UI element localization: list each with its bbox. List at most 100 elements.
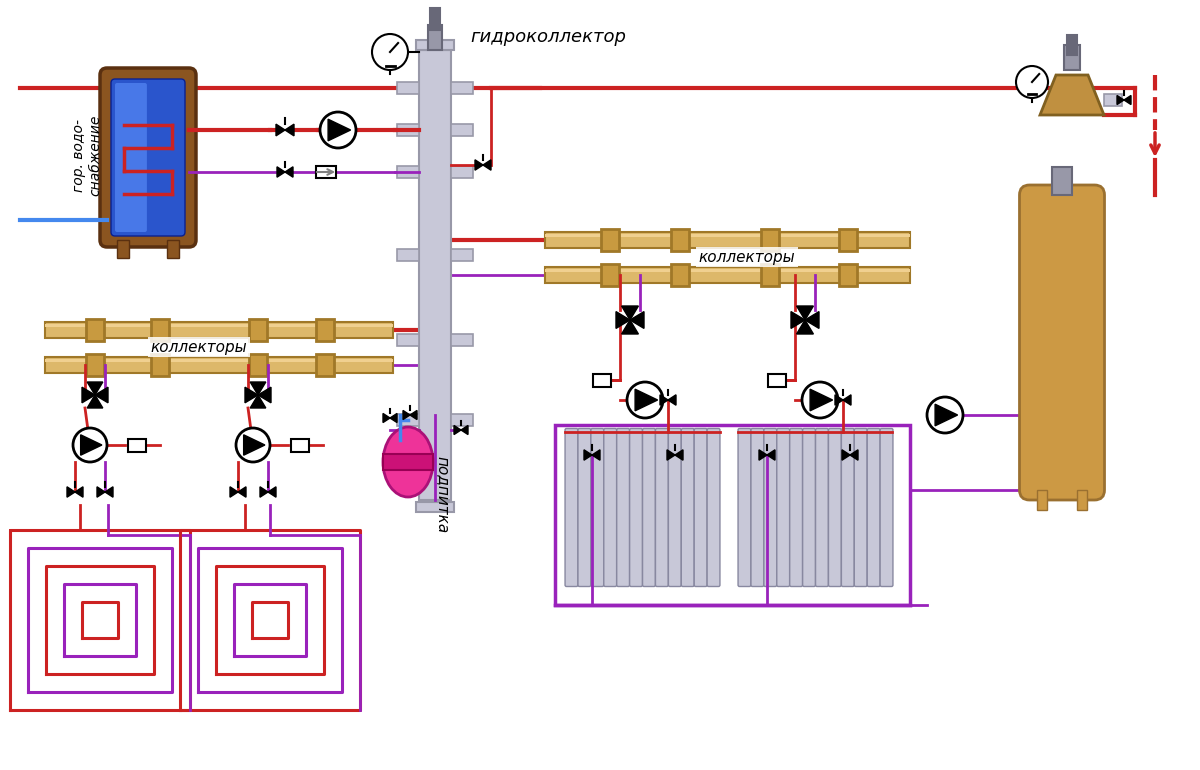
FancyBboxPatch shape <box>695 428 707 587</box>
Polygon shape <box>797 320 814 334</box>
Bar <box>761 229 779 251</box>
FancyBboxPatch shape <box>682 428 694 587</box>
Bar <box>316 166 336 178</box>
Bar <box>316 354 334 376</box>
Bar <box>151 319 169 341</box>
Polygon shape <box>1124 95 1130 105</box>
Polygon shape <box>245 387 258 403</box>
FancyBboxPatch shape <box>880 428 893 587</box>
FancyBboxPatch shape <box>776 428 790 587</box>
Bar <box>416 502 454 512</box>
Bar <box>768 373 786 387</box>
Bar <box>250 319 268 341</box>
Polygon shape <box>630 312 644 328</box>
Polygon shape <box>88 382 103 395</box>
Polygon shape <box>660 395 668 405</box>
Polygon shape <box>390 413 397 423</box>
FancyBboxPatch shape <box>816 428 828 587</box>
Polygon shape <box>80 435 102 455</box>
Polygon shape <box>244 435 265 455</box>
Polygon shape <box>97 487 106 497</box>
Bar <box>451 124 473 136</box>
Bar <box>383 454 433 470</box>
Bar <box>128 438 146 451</box>
Bar <box>593 373 611 387</box>
Circle shape <box>320 112 356 148</box>
Polygon shape <box>410 410 418 420</box>
Polygon shape <box>835 395 842 405</box>
Bar <box>545 232 910 248</box>
Bar <box>250 354 268 376</box>
Polygon shape <box>842 395 851 405</box>
Bar <box>46 322 394 338</box>
Bar <box>1104 94 1122 106</box>
Bar <box>1067 35 1076 55</box>
Bar <box>1052 167 1072 195</box>
Polygon shape <box>95 387 108 403</box>
Polygon shape <box>797 306 814 320</box>
Bar <box>451 249 473 261</box>
FancyBboxPatch shape <box>565 428 578 587</box>
Polygon shape <box>82 387 95 403</box>
FancyBboxPatch shape <box>668 428 682 587</box>
Polygon shape <box>1117 95 1124 105</box>
Bar <box>430 8 440 30</box>
Bar <box>316 319 334 341</box>
Text: гор. водо-
снабжение: гор. водо- снабжение <box>72 114 102 196</box>
Bar <box>167 240 179 258</box>
Polygon shape <box>635 389 658 411</box>
Bar <box>761 264 779 286</box>
Polygon shape <box>668 395 676 405</box>
FancyBboxPatch shape <box>764 428 776 587</box>
Polygon shape <box>667 450 674 460</box>
Bar <box>451 414 473 426</box>
Polygon shape <box>277 167 286 177</box>
Polygon shape <box>791 312 805 328</box>
Ellipse shape <box>383 427 433 497</box>
Text: подпитка: подпитка <box>434 457 450 534</box>
Polygon shape <box>850 450 858 460</box>
Circle shape <box>236 428 270 462</box>
Bar <box>1064 45 1080 70</box>
FancyBboxPatch shape <box>803 428 816 587</box>
Bar <box>671 264 689 286</box>
Polygon shape <box>584 450 592 460</box>
Bar <box>86 354 104 376</box>
FancyBboxPatch shape <box>578 428 590 587</box>
Polygon shape <box>842 450 850 460</box>
Polygon shape <box>258 387 271 403</box>
Polygon shape <box>482 160 491 170</box>
Polygon shape <box>592 450 600 460</box>
Polygon shape <box>260 487 268 497</box>
Bar <box>545 267 910 283</box>
Bar <box>46 357 394 373</box>
Circle shape <box>372 34 408 70</box>
FancyBboxPatch shape <box>841 428 854 587</box>
Polygon shape <box>805 312 818 328</box>
Bar <box>839 264 857 286</box>
FancyBboxPatch shape <box>751 428 763 587</box>
Circle shape <box>626 382 662 418</box>
Bar <box>397 414 419 426</box>
Bar <box>292 438 310 451</box>
FancyBboxPatch shape <box>100 68 196 247</box>
Text: коллекторы: коллекторы <box>151 340 247 354</box>
FancyBboxPatch shape <box>642 428 655 587</box>
Bar <box>839 229 857 251</box>
Bar <box>118 240 130 258</box>
Polygon shape <box>268 487 276 497</box>
Polygon shape <box>616 312 630 328</box>
Bar <box>451 334 473 346</box>
Bar <box>428 25 442 50</box>
FancyBboxPatch shape <box>604 428 617 587</box>
Bar <box>151 354 169 376</box>
Bar <box>554 425 910 605</box>
Bar <box>451 166 473 178</box>
FancyBboxPatch shape <box>1020 185 1104 500</box>
Polygon shape <box>758 450 767 460</box>
Polygon shape <box>622 320 638 334</box>
Polygon shape <box>286 167 293 177</box>
Polygon shape <box>286 124 294 136</box>
Bar <box>86 319 104 341</box>
Text: коллекторы: коллекторы <box>698 249 796 265</box>
